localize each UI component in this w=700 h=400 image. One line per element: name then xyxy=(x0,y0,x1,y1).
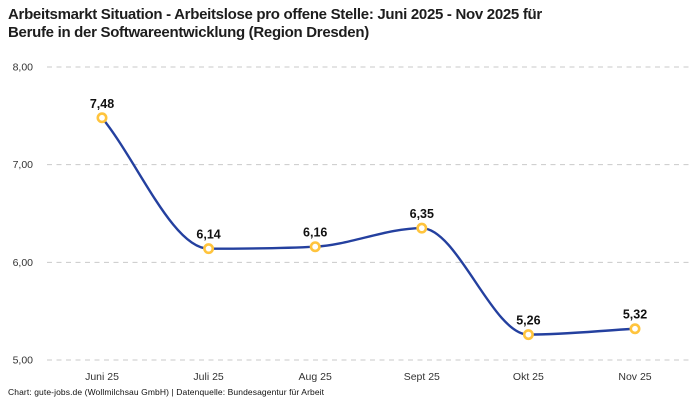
x-axis-tick-label: Juli 25 xyxy=(193,371,224,383)
x-axis-tick-label: Okt 25 xyxy=(513,371,544,383)
x-axis-tick-label: Sept 25 xyxy=(404,371,440,383)
chart-source-credit: Chart: gute-jobs.de (Wollmilchsau GmbH) … xyxy=(8,387,325,397)
data-point-marker[interactable] xyxy=(522,329,534,341)
y-axis-tick-label: 8,00 xyxy=(13,62,34,74)
data-point-label: 5,32 xyxy=(623,308,647,322)
y-axis-tick-label: 7,00 xyxy=(13,159,34,171)
data-point-label: 6,16 xyxy=(303,226,327,240)
data-point-marker[interactable] xyxy=(203,243,215,255)
x-axis-tick-label: Juni 25 xyxy=(85,371,119,383)
data-point-marker[interactable] xyxy=(96,112,108,124)
y-axis-tick-label: 6,00 xyxy=(13,257,34,269)
x-axis-tick-label: Aug 25 xyxy=(299,371,332,383)
data-point-marker[interactable] xyxy=(629,323,641,335)
chart-title-line-1: Arbeitsmarkt Situation - Arbeitslose pro… xyxy=(8,6,542,23)
data-point-marker[interactable] xyxy=(309,241,321,253)
data-point-label: 7,48 xyxy=(90,97,114,111)
line-series-path xyxy=(100,116,637,336)
chart-title: Arbeitsmarkt Situation - Arbeitslose pro… xyxy=(8,6,668,41)
chart-title-line-2: Berufe in der Softwareentwicklung (Regio… xyxy=(8,23,369,41)
data-point-label: 6,14 xyxy=(196,228,220,242)
data-point-marker[interactable] xyxy=(416,222,428,234)
data-point-label: 5,26 xyxy=(516,314,540,328)
y-axis-tick-label: 5,00 xyxy=(13,355,34,367)
data-point-label: 6,35 xyxy=(410,207,434,221)
x-axis-tick-label: Nov 25 xyxy=(618,371,651,383)
